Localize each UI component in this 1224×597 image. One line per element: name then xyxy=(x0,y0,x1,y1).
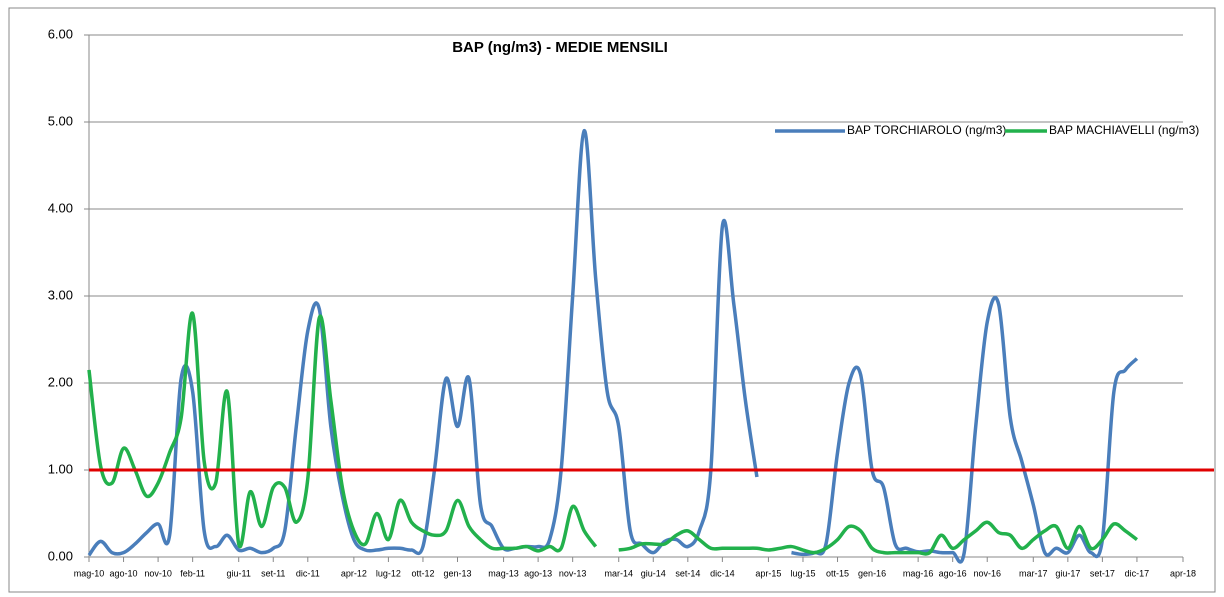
x-tick-label: apr-12 xyxy=(341,568,367,578)
y-tick-label: 5.00 xyxy=(48,113,73,128)
series-line xyxy=(87,128,1139,564)
y-tick-label: 2.00 xyxy=(48,374,73,389)
x-tick-label: gen-13 xyxy=(443,568,471,578)
x-tick-label: ott-15 xyxy=(826,568,849,578)
x-tick-label: ott-12 xyxy=(411,568,434,578)
chart-border xyxy=(8,7,1216,593)
y-tick-label: 1.00 xyxy=(48,461,73,476)
y-tick-label: 3.00 xyxy=(48,287,73,302)
x-tick-label: mar-17 xyxy=(1019,568,1048,578)
x-tick-label: dic-14 xyxy=(710,568,735,578)
x-tick-label: lug-12 xyxy=(376,568,401,578)
legend-label: BAP MACHIAVELLI (ng/m3) xyxy=(1049,123,1199,137)
x-tick-label: ago-10 xyxy=(110,568,138,578)
y-tick-label: 4.00 xyxy=(48,200,73,215)
x-tick-label: set-17 xyxy=(1090,568,1115,578)
x-tick-label: mag-16 xyxy=(903,568,934,578)
x-tick-label: mag-10 xyxy=(74,568,105,578)
x-tick-label: mag-13 xyxy=(488,568,519,578)
x-tick-label: nov-16 xyxy=(973,568,1001,578)
x-tick-label: nov-10 xyxy=(144,568,172,578)
x-tick-label: giu-14 xyxy=(641,568,666,578)
x-tick-label: set-14 xyxy=(675,568,700,578)
x-tick-label: apr-18 xyxy=(1170,568,1196,578)
chart-title: BAP (ng/m3) - MEDIE MENSILI xyxy=(452,39,668,56)
legend-label: BAP TORCHIAROLO (ng/m3) xyxy=(847,123,1006,137)
x-tick-label: dic-11 xyxy=(296,568,320,578)
y-tick-label: 0.00 xyxy=(48,548,73,563)
x-tick-label: ago-16 xyxy=(939,568,967,578)
series-line xyxy=(87,311,1139,556)
x-tick-label: dic-17 xyxy=(1125,568,1150,578)
x-tick-label: gen-16 xyxy=(858,568,886,578)
x-tick-label: feb-11 xyxy=(180,568,205,578)
x-tick-label: apr-15 xyxy=(755,568,781,578)
x-tick-label: giu-11 xyxy=(227,568,251,578)
x-tick-label: giu-17 xyxy=(1055,568,1080,578)
x-tick-label: ago-13 xyxy=(524,568,552,578)
x-tick-label: lug-15 xyxy=(790,568,815,578)
x-tick-label: mar-14 xyxy=(604,568,633,578)
y-tick-label: 6.00 xyxy=(48,26,73,41)
x-tick-label: nov-13 xyxy=(559,568,587,578)
x-tick-label: set-11 xyxy=(261,568,285,578)
